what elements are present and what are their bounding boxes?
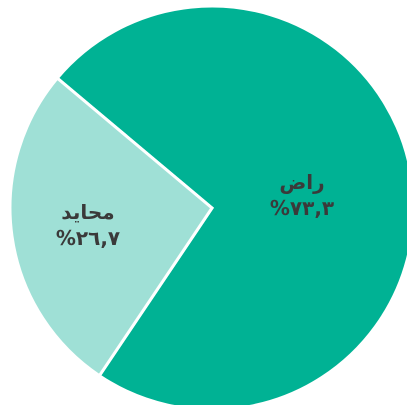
slice-value-label: %٢٦,٧: [56, 226, 120, 250]
pie-slice: [8, 76, 214, 378]
slice-value-label: %٧٣,٣: [270, 196, 334, 220]
pie-slice: [55, 4, 407, 405]
slice-label: راض: [279, 170, 324, 194]
slice-label: محايد: [61, 200, 114, 224]
